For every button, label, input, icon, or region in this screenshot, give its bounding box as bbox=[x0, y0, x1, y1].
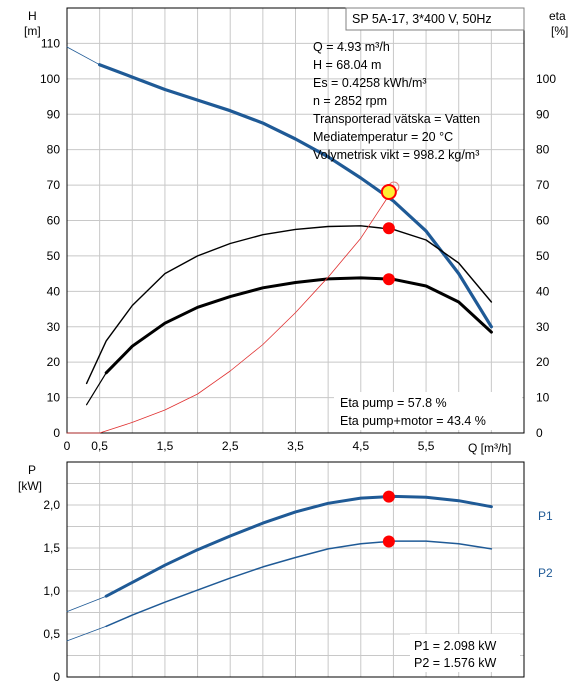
eta-notes-box bbox=[334, 392, 522, 430]
h-tick-label: 110 bbox=[41, 36, 60, 50]
p1-legend: P1 bbox=[538, 509, 553, 523]
info-line: n = 2852 rpm bbox=[313, 94, 387, 108]
series-p2-extension bbox=[66, 625, 107, 642]
p-axis-title: P bbox=[28, 463, 36, 477]
q-tick-label: 0,5 bbox=[91, 439, 108, 453]
series-system bbox=[66, 188, 394, 434]
q-tick-label: 4,5 bbox=[352, 439, 369, 453]
eta-tick-label: 20 bbox=[536, 355, 550, 369]
p-axis-unit: [kW] bbox=[18, 479, 42, 493]
duty-point-marker bbox=[380, 184, 397, 201]
h-tick-label: 90 bbox=[47, 107, 61, 121]
eta-tick-label: 30 bbox=[536, 320, 550, 334]
eta-axis-unit: [%] bbox=[551, 24, 568, 38]
series-head-extension bbox=[66, 46, 100, 66]
head-chart-ticks: 0 10 20 30 40 50 60 70 80 90 100 110 0 10 20 30 40 50 60 70… bbox=[40, 36, 556, 453]
eta-total-point-marker bbox=[382, 273, 395, 286]
p2-point-marker bbox=[382, 535, 395, 548]
eta-tick-label: 80 bbox=[536, 143, 550, 157]
power-chart-grid bbox=[66, 461, 525, 678]
eta-pump-note: Eta pump = 57.8 % bbox=[340, 396, 447, 410]
h-tick-label: 0 bbox=[53, 426, 60, 440]
q-tick-label: 0 bbox=[64, 439, 71, 453]
series-p1-extension bbox=[66, 595, 107, 612]
p-tick-label: 0,5 bbox=[43, 627, 60, 641]
series-p1 bbox=[104, 494, 493, 598]
series-eta-total-extension bbox=[85, 372, 107, 406]
h-tick-label: 50 bbox=[47, 249, 61, 263]
series-eta-total bbox=[104, 276, 493, 375]
h-tick-label: 30 bbox=[47, 320, 61, 334]
eta-tick-label: 50 bbox=[536, 249, 550, 263]
p2-note: P2 = 1.576 kW bbox=[414, 656, 497, 670]
head-chart-series bbox=[66, 46, 493, 434]
info-line: Volymetrisk vikt = 998.2 kg/m³ bbox=[313, 148, 479, 162]
eta-tick-label: 90 bbox=[536, 107, 550, 121]
series-head bbox=[97, 63, 493, 329]
info-line: Mediatemperatur = 20 °C bbox=[313, 130, 453, 144]
h-axis-title: H bbox=[28, 9, 37, 23]
power-chart-markers bbox=[382, 490, 395, 548]
h-tick-label: 80 bbox=[47, 143, 61, 157]
p1-note: P1 = 2.098 kW bbox=[414, 639, 497, 653]
power-chart-series bbox=[66, 494, 493, 642]
info-line: Es = 0.4258 kWh/m³ bbox=[313, 76, 427, 90]
title-box-text: SP 5A-17, 3*400 V, 50Hz bbox=[352, 12, 492, 26]
q-tick-label: 5,5 bbox=[418, 439, 435, 453]
p-tick-label: 1,5 bbox=[43, 541, 60, 555]
power-chart-frame bbox=[66, 461, 525, 678]
h-tick-label: 20 bbox=[47, 355, 61, 369]
eta-tick-label: 100 bbox=[536, 72, 556, 86]
h-tick-label: 70 bbox=[47, 178, 61, 192]
eta-tick-label: 0 bbox=[536, 426, 543, 440]
h-tick-label: 40 bbox=[47, 284, 61, 298]
power-notes-box bbox=[410, 634, 520, 672]
q-tick-label: 3,5 bbox=[287, 439, 304, 453]
info-line: Q = 4.93 m³/h bbox=[313, 40, 390, 54]
q-tick-label: 2,5 bbox=[222, 439, 239, 453]
eta-tick-label: 10 bbox=[536, 391, 550, 405]
head-chart-frame bbox=[66, 7, 525, 434]
p2-legend: P2 bbox=[538, 566, 553, 580]
eta-tick-label: 40 bbox=[536, 284, 550, 298]
p-tick-label: 2,0 bbox=[43, 498, 60, 512]
head-chart-markers bbox=[380, 181, 400, 286]
series-p2 bbox=[105, 540, 493, 628]
h-tick-label: 100 bbox=[40, 72, 60, 86]
eta-pump-point-marker bbox=[382, 222, 395, 235]
h-tick-label: 10 bbox=[47, 391, 61, 405]
p-tick-label: 1,0 bbox=[43, 584, 60, 598]
series-eta-pump bbox=[85, 225, 493, 385]
eta-axis-title: eta bbox=[549, 9, 566, 23]
head-chart-grid bbox=[66, 7, 525, 434]
operating-info-block: Q = 4.93 m³/h H = 68.04 m Es = 0.4258 kW… bbox=[313, 40, 480, 162]
h-axis-unit: [m] bbox=[24, 24, 41, 38]
eta-total-note: Eta pump+motor = 43.4 % bbox=[340, 414, 486, 428]
q-tick-label: 1,5 bbox=[157, 439, 174, 453]
info-line: H = 68.04 m bbox=[313, 58, 381, 72]
eta-tick-label: 70 bbox=[536, 178, 550, 192]
p1-point-marker bbox=[382, 490, 395, 503]
info-line: Transporterad vätska = Vatten bbox=[313, 112, 480, 126]
power-chart-ticks: 0 0,5 1,0 1,5 2,0 bbox=[43, 498, 60, 684]
h-tick-label: 60 bbox=[47, 214, 61, 228]
title-box bbox=[345, 7, 525, 31]
p-tick-label: 0 bbox=[53, 670, 60, 684]
q-axis-title: Q [m³/h] bbox=[468, 441, 511, 455]
eta-tick-label: 60 bbox=[536, 214, 550, 228]
